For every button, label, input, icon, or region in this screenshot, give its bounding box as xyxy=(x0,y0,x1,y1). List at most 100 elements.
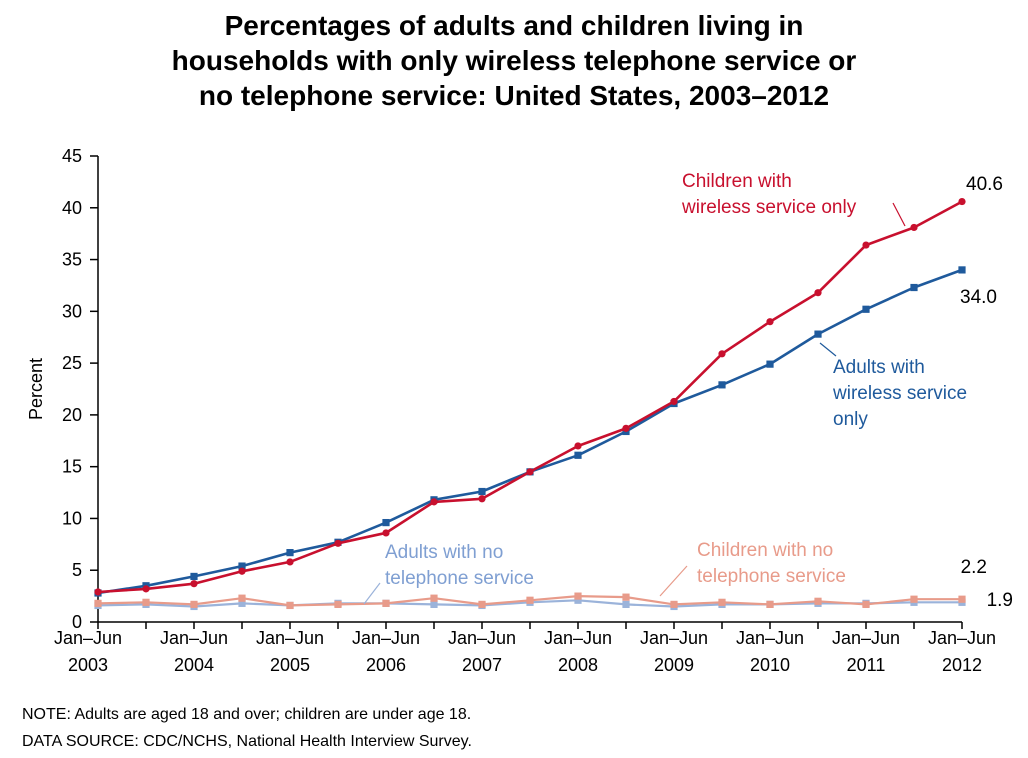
data-point xyxy=(718,350,726,358)
x-tick-label: 2008 xyxy=(558,655,598,675)
data-point xyxy=(574,596,582,604)
data-point xyxy=(670,600,678,608)
y-tick-label: 0 xyxy=(72,612,82,632)
data-point xyxy=(670,397,678,406)
data-point xyxy=(478,600,486,608)
x-tick-label: 2005 xyxy=(270,655,310,675)
data-point xyxy=(430,594,438,602)
series-label: telephone service xyxy=(697,566,846,587)
data-point xyxy=(862,600,870,608)
y-tick-label: 15 xyxy=(62,457,82,477)
data-point xyxy=(862,305,870,313)
data-point xyxy=(910,223,918,232)
data-point xyxy=(286,558,294,566)
y-tick-label: 10 xyxy=(62,508,82,528)
series-label: Children with xyxy=(682,171,792,192)
data-point xyxy=(622,424,630,432)
chart-title-line: Percentages of adults and children livin… xyxy=(224,10,804,41)
x-tick-label: Jan–Jun xyxy=(640,628,708,648)
series-label: wireless service xyxy=(832,383,967,404)
y-tick-label: 40 xyxy=(62,198,82,218)
series-label: Children with no xyxy=(697,540,833,561)
data-point xyxy=(958,595,966,603)
data-point xyxy=(718,381,726,389)
data-point xyxy=(190,572,198,581)
data-point xyxy=(622,593,630,601)
label-leader-line xyxy=(892,202,906,227)
chart-title-line: no telephone service: United States, 200… xyxy=(198,80,830,111)
label-leader-line xyxy=(659,565,688,597)
series-label: Adults with xyxy=(833,357,925,378)
y-tick-label: 45 xyxy=(62,146,82,166)
data-point xyxy=(958,266,966,274)
data-point xyxy=(766,600,774,608)
x-tick-label: Jan–Jun xyxy=(928,628,996,648)
x-tick-label: Jan–Jun xyxy=(256,628,324,648)
data-point xyxy=(910,283,918,292)
series-label: only xyxy=(833,409,868,430)
end-value-label: 40.6 xyxy=(966,174,1003,195)
data-point xyxy=(238,562,246,570)
data-point xyxy=(814,597,822,605)
x-tick-label: 2007 xyxy=(462,655,502,675)
data-point xyxy=(430,600,438,608)
x-tick-label: Jan–Jun xyxy=(160,628,228,648)
x-tick-label: 2006 xyxy=(366,655,406,675)
x-tick-label: Jan–Jun xyxy=(736,628,804,648)
label-leader-line xyxy=(819,342,837,357)
x-tick-label: 2003 xyxy=(68,655,108,675)
y-tick-label: 25 xyxy=(62,353,82,373)
y-tick-label: 5 xyxy=(72,560,82,580)
end-value-label: 1.9 xyxy=(987,590,1013,611)
x-tick-label: 2011 xyxy=(847,655,886,675)
data-point xyxy=(190,600,198,608)
data-point xyxy=(478,495,486,503)
footnote: NOTE: Adults are aged 18 and over; child… xyxy=(22,706,472,723)
x-tick-label: Jan–Jun xyxy=(448,628,516,648)
data-point xyxy=(142,598,150,606)
x-tick-label: 2012 xyxy=(942,655,982,675)
data-point xyxy=(814,289,822,297)
series-label: Adults with no xyxy=(385,542,503,563)
data-point xyxy=(910,595,918,603)
y-tick-label: 30 xyxy=(62,301,82,321)
y-tick-label: 20 xyxy=(62,405,82,425)
data-point xyxy=(622,600,630,608)
series-label: telephone service xyxy=(385,568,534,589)
data-point xyxy=(958,197,966,206)
data-point xyxy=(382,529,390,537)
x-tick-label: Jan–Jun xyxy=(544,628,612,648)
data-point xyxy=(382,518,390,527)
data-point xyxy=(478,487,486,496)
data-point xyxy=(286,549,294,557)
data-point xyxy=(526,468,534,476)
data-point xyxy=(334,600,342,608)
data-point xyxy=(142,585,150,593)
data-point xyxy=(382,599,390,607)
end-value-label: 2.2 xyxy=(961,557,987,578)
chart-title: Percentages of adults and children livin… xyxy=(0,8,1028,113)
data-point xyxy=(190,580,198,588)
data-point xyxy=(430,498,438,506)
data-point xyxy=(574,451,582,459)
data-point xyxy=(238,594,246,602)
x-tick-label: 2009 xyxy=(654,655,694,675)
x-tick-label: Jan–Jun xyxy=(54,628,122,648)
series-label: wireless service only xyxy=(681,197,857,218)
data-point xyxy=(94,599,102,607)
x-tick-label: 2004 xyxy=(174,655,214,675)
x-tick-label: Jan–Jun xyxy=(352,628,420,648)
data-point xyxy=(94,588,102,596)
x-tick-label: 2010 xyxy=(750,655,790,675)
data-point xyxy=(718,598,726,606)
end-value-label: 34.0 xyxy=(960,287,997,308)
label-leader-line xyxy=(363,582,381,605)
data-point xyxy=(526,596,534,604)
data-point xyxy=(814,330,822,338)
x-tick-label: Jan–Jun xyxy=(832,628,900,648)
data-point xyxy=(574,592,582,600)
data-point xyxy=(286,601,294,610)
data-source: DATA SOURCE: CDC/NCHS, National Health I… xyxy=(22,733,472,750)
data-point xyxy=(862,241,870,249)
